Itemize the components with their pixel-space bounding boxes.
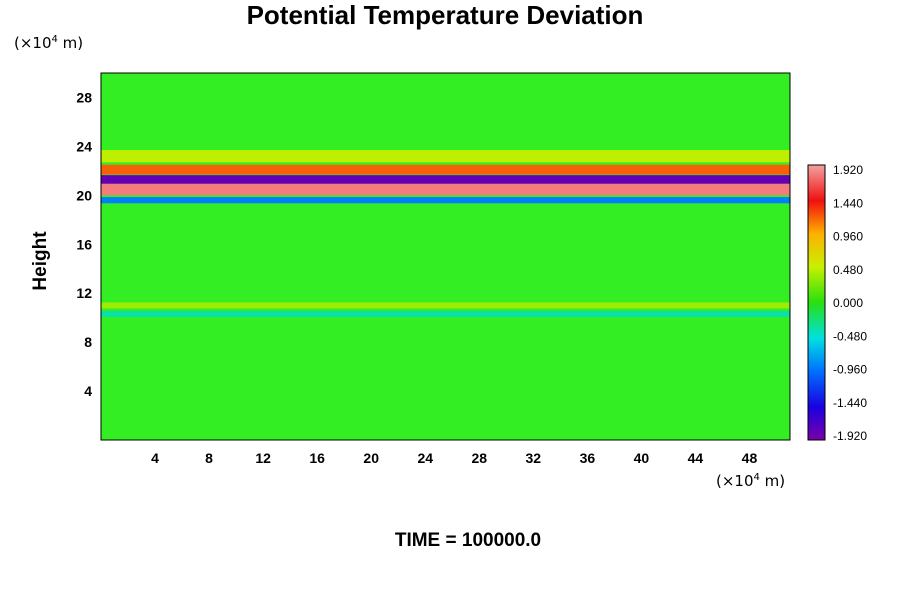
field-band-6 — [101, 310, 790, 318]
y-tick-label: 28 — [76, 89, 92, 105]
plot-frame — [100, 72, 791, 441]
x-tick-label: 8 — [205, 450, 213, 466]
y-tick-labels: 4 8 12 16 20 24 28 — [76, 89, 92, 399]
colorbar-tick-label: -1.920 — [833, 429, 867, 443]
x-tick-label: 12 — [255, 450, 271, 466]
colorbar-tick-label: 1.440 — [833, 196, 863, 210]
x-tick-label: 16 — [309, 450, 325, 466]
field-band-3 — [101, 197, 790, 204]
y-unit-label: (×104 m) — [14, 34, 83, 52]
y-tick-label: 16 — [76, 236, 92, 252]
y-tick-label: 8 — [84, 334, 92, 350]
y-unit-exponent: 4 — [51, 34, 58, 45]
y-tick-label: 20 — [76, 187, 92, 203]
colorbar-tick-label: -1.440 — [833, 396, 867, 410]
field-band-4 — [101, 150, 790, 163]
field-band-0 — [101, 183, 790, 196]
x-tick-label: 32 — [526, 450, 542, 466]
colorbar-tick-label: -0.480 — [833, 329, 867, 343]
x-tick-label: 44 — [688, 450, 704, 466]
x-unit-tail: m) — [759, 472, 786, 490]
colorbar-tick-label: -0.960 — [833, 363, 867, 377]
y-tick-label: 12 — [76, 285, 92, 301]
y-unit-base: (×10 — [14, 34, 52, 52]
colorbar-tick-label: 1.920 — [833, 163, 863, 177]
x-tick-label: 28 — [471, 450, 487, 466]
x-unit-exponent: 4 — [753, 472, 760, 483]
field-layer — [101, 150, 790, 318]
colorbar-tick-label: 0.000 — [833, 296, 863, 310]
colorbar — [807, 164, 826, 441]
x-tick-label: 36 — [580, 450, 596, 466]
x-tick-label: 48 — [742, 450, 758, 466]
y-tick-label: 24 — [76, 138, 92, 154]
x-tick-label: 4 — [151, 450, 159, 466]
colorbar-tick-label: 0.480 — [833, 263, 863, 277]
colorbar-tick-label: 0.960 — [833, 230, 863, 244]
plot-area — [101, 73, 790, 440]
field-band-5 — [101, 302, 790, 309]
chart-title: Potential Temperature Deviation — [246, 0, 644, 30]
y-unit-tail: m) — [57, 34, 84, 52]
field-band-1 — [101, 175, 790, 184]
x-tick-labels: 4 8 12 16 20 24 28 32 36 40 44 48 — [151, 450, 757, 466]
time-label: TIME = 100000.0 — [394, 530, 542, 551]
x-tick-label: 20 — [363, 450, 379, 466]
y-tick-label: 4 — [84, 383, 92, 399]
x-tick-label: 40 — [634, 450, 650, 466]
x-unit-label: (×104 m) — [716, 472, 785, 490]
field-band-2 — [101, 164, 790, 175]
x-tick-label: 24 — [417, 450, 433, 466]
colorbar-tick-labels: 1.920 1.440 0.960 0.480 0.000 -0.480 -0.960 -1.… — [833, 163, 867, 443]
x-unit-base: (×10 — [716, 472, 754, 490]
